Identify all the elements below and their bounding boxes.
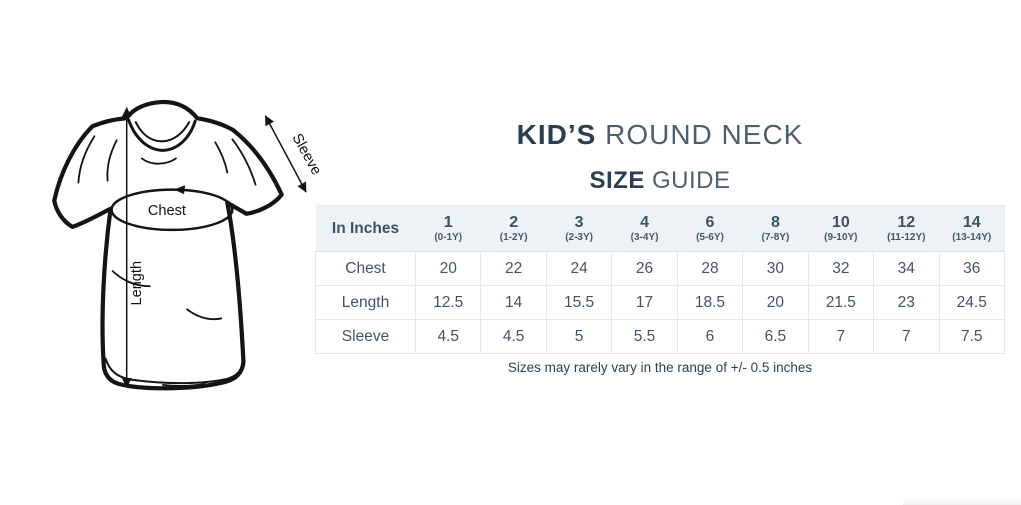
size-column-header: 3 (2-3Y) <box>546 205 612 252</box>
age-range: (13-14Y) <box>952 231 992 243</box>
horizontal-scrollbar-thumb[interactable] <box>903 498 1021 505</box>
row-label: Chest <box>315 251 416 286</box>
cell-value: 5 <box>545 319 613 354</box>
age-range: (9-10Y) <box>824 231 858 243</box>
cell-value: 28 <box>676 251 744 286</box>
row-label: Sleeve <box>315 319 416 354</box>
table-row-sleeve: Sleeve 4.5 4.5 5 5.5 6 6.5 7 7 7.5 <box>315 319 1005 354</box>
size-column-header: 1 (0-1Y) <box>415 205 481 252</box>
age-range: (3-4Y) <box>630 231 659 243</box>
size-column-header: 10 (9-10Y) <box>808 205 874 252</box>
chest-arrowhead <box>174 185 186 195</box>
cell-value: 34 <box>873 251 940 286</box>
table-row-chest: Chest 20 22 24 26 28 30 32 34 36 <box>315 251 1005 286</box>
title-light: ROUND NECK <box>605 119 804 150</box>
size-table: In Inches 1 (0-1Y) 2 (1-2Y) 3 (2-3Y) 4 <box>315 205 1005 354</box>
size-column-header: 2 (1-2Y) <box>480 205 547 252</box>
age-range: (11-12Y) <box>887 231 926 243</box>
cell-value: 7 <box>873 319 940 354</box>
cell-value: 4.5 <box>414 319 482 354</box>
tshirt-outline <box>52 99 284 391</box>
page-subtitle: SIZE GUIDE <box>315 168 1005 194</box>
size-disclaimer: Sizes may rarely vary in the range of +/… <box>507 360 813 375</box>
size-table-header-row: In Inches 1 (0-1Y) 2 (1-2Y) 3 (2-3Y) 4 <box>315 205 1005 252</box>
size-guide-panel: KID’S ROUND NECK SIZE GUIDE In Inches 1 … <box>315 0 1005 505</box>
cell-value: 7 <box>807 319 875 354</box>
cell-value: 20 <box>414 251 482 286</box>
age-range: (5-6Y) <box>696 231 724 243</box>
tshirt-illustration: Length Chest Sleeve <box>52 99 324 391</box>
wrinkle-line <box>186 308 223 321</box>
hem-band-line <box>104 357 245 385</box>
wrinkle-line <box>77 135 96 184</box>
size-column-header: 12 (11-12Y) <box>873 205 939 252</box>
cell-value: 20 <box>742 285 809 320</box>
length-label: Length <box>129 261 145 306</box>
age-range: (7-8Y) <box>761 231 790 243</box>
size-number: 3 <box>574 213 584 231</box>
size-number: 14 <box>962 213 981 231</box>
cell-value: 30 <box>742 251 809 286</box>
sleeve-arrow <box>264 115 307 193</box>
size-number: 6 <box>705 213 715 231</box>
cell-value: 22 <box>480 251 547 286</box>
collar-rim <box>134 121 191 143</box>
size-column-header: 14 (13-14Y) <box>939 205 1005 252</box>
subtitle-bold: SIZE <box>589 167 645 194</box>
cell-value: 15.5 <box>545 285 613 320</box>
size-number: 2 <box>509 213 519 231</box>
subtitle-light: GUIDE <box>652 167 731 194</box>
age-range: (0-1Y) <box>434 231 463 243</box>
wrinkle-line <box>214 141 229 174</box>
table-row-length: Length 12.5 14 15.5 17 18.5 20 21.5 23 2… <box>315 285 1005 320</box>
cell-value: 4.5 <box>480 319 547 354</box>
cell-value: 26 <box>611 251 678 286</box>
size-number: 8 <box>770 213 780 231</box>
size-number: 4 <box>640 213 649 231</box>
wrinkle-line <box>140 157 177 165</box>
age-range: (1-2Y) <box>499 231 528 243</box>
cell-value: 21.5 <box>807 285 875 320</box>
wrinkle-line <box>231 138 257 186</box>
size-number: 10 <box>831 213 850 231</box>
unit-header: In Inches <box>315 205 416 252</box>
cell-value: 7.5 <box>938 319 1005 354</box>
size-column-header: 4 (3-4Y) <box>611 205 678 252</box>
cell-value: 6 <box>676 319 744 354</box>
cell-value: 17 <box>611 285 678 320</box>
tshirt-diagram: Length Chest Sleeve <box>28 92 324 406</box>
cell-value: 14 <box>480 285 547 320</box>
size-number: 1 <box>443 213 453 231</box>
age-range: (2-3Y) <box>565 231 593 243</box>
chest-measure-ellipse <box>110 188 234 232</box>
chest-label: Chest <box>148 203 186 219</box>
size-column-header: 8 (7-8Y) <box>742 205 809 252</box>
cell-value: 32 <box>807 251 875 286</box>
wrinkle-line <box>106 139 118 182</box>
cell-value: 18.5 <box>676 285 744 320</box>
size-number: 12 <box>897 213 916 231</box>
row-label: Length <box>315 285 416 320</box>
cell-value: 24.5 <box>938 285 1005 320</box>
cell-value: 12.5 <box>414 285 482 320</box>
cell-value: 5.5 <box>611 319 678 354</box>
hem-fold-line <box>162 382 207 387</box>
title-bold: KID’S <box>516 119 597 150</box>
cell-value: 24 <box>545 251 613 286</box>
cell-value: 6.5 <box>742 319 809 354</box>
cell-value: 23 <box>873 285 940 320</box>
page-title: KID’S ROUND NECK <box>315 120 1005 150</box>
collar-outline <box>127 118 197 152</box>
size-column-header: 6 (5-6Y) <box>677 205 743 252</box>
cell-value: 36 <box>938 251 1005 286</box>
